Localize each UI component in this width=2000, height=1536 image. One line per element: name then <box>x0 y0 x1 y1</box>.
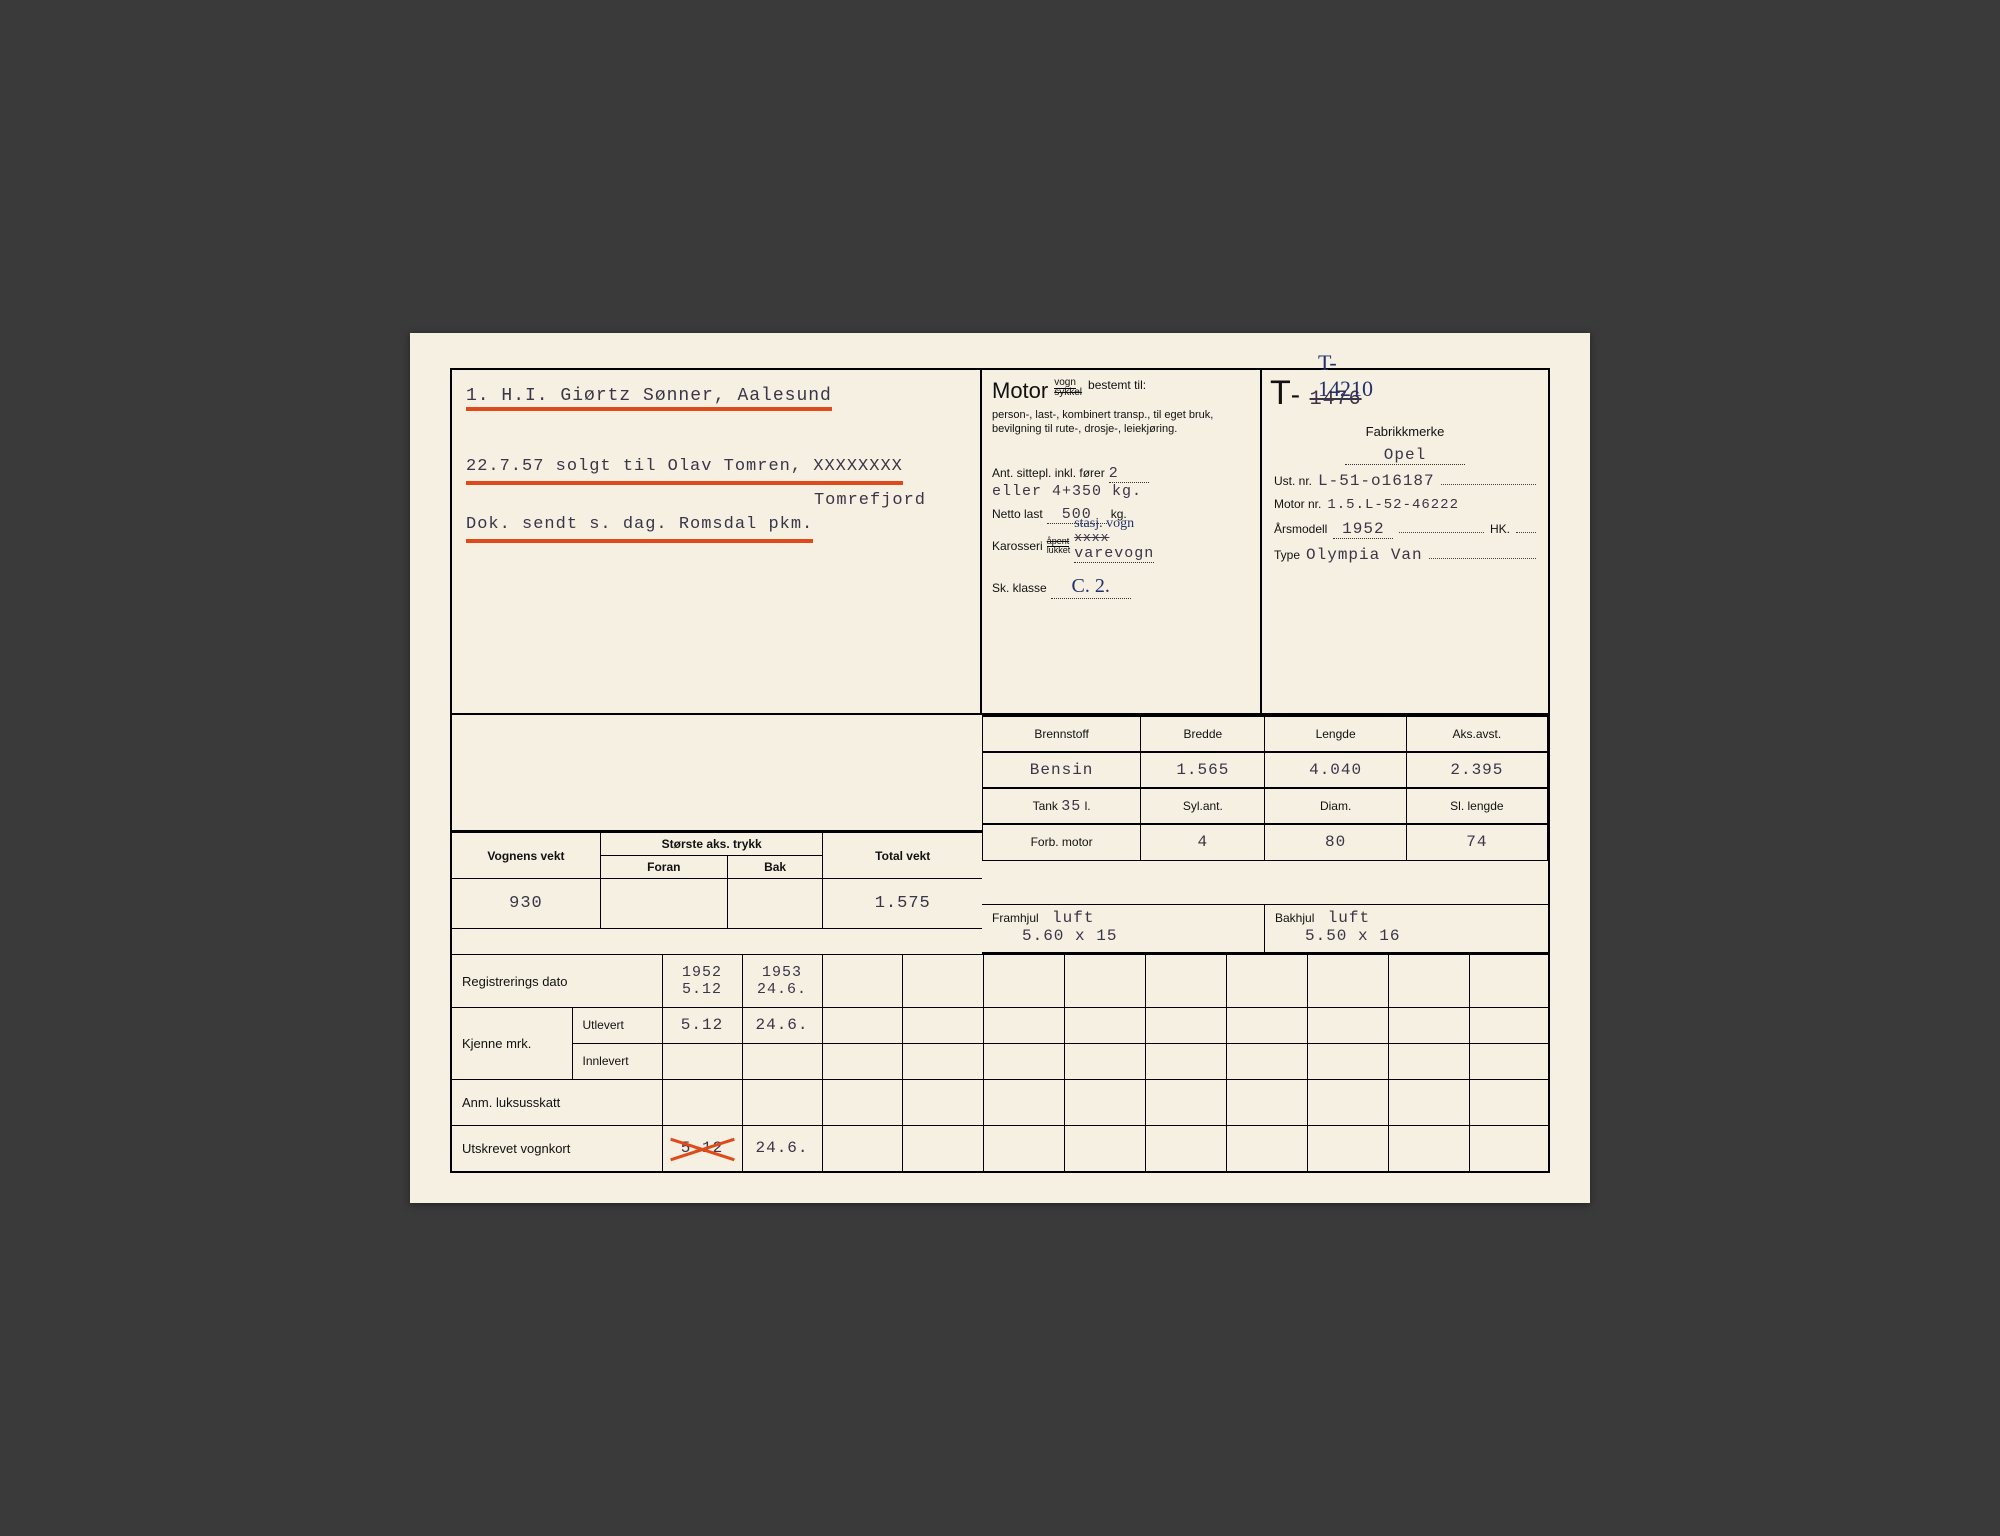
th-sllengde: Sl. lengde <box>1406 788 1547 824</box>
wheel-row: Framhjul luft 5.60 x 15 Bakhjul luft 5.5… <box>982 904 1548 954</box>
sk-label: Sk. klasse <box>992 581 1047 595</box>
owner-section: 1. H.I. Giørtz Sønner, Aalesund 22.7.57 … <box>452 370 982 713</box>
framhjul-type: luft <box>1052 909 1094 927</box>
framhjul-dim: 5.60 x 15 <box>1022 927 1254 945</box>
total-label: Total vekt <box>823 833 982 879</box>
foran-value <box>600 879 727 929</box>
utlevert-label: Utlevert <box>572 1008 662 1044</box>
sittepl-label: Ant. sittepl. inkl. fører <box>992 466 1105 480</box>
th-bredde: Bredde <box>1141 716 1265 752</box>
utlevert-2: 24.6. <box>742 1008 822 1044</box>
karosseri-label: Karosseri <box>992 539 1043 553</box>
owner-line-1: 1. H.I. Giørtz Sønner, Aalesund <box>466 386 832 411</box>
th-brennstoff: Brennstoff <box>983 716 1141 752</box>
ars-label: Årsmodell <box>1274 522 1327 536</box>
kjenne-label: Kjenne mrk. <box>452 1008 572 1079</box>
weight-section: Vognens vekt Største aks. trykk Total ve… <box>452 830 982 929</box>
motornr-value: 1.5.L-52-46222 <box>1327 497 1459 513</box>
owner-line-3: Dok. sendt s. dag. Romsdal pkm. <box>466 513 813 543</box>
bakhjul-dim: 5.50 x 16 <box>1305 927 1538 945</box>
motor-sykkel: sykkel <box>1054 387 1082 398</box>
karosseri-value: varevogn <box>1074 545 1154 563</box>
karosseri-lukket: lukket <box>1047 545 1071 555</box>
v-forbmotor: Forb. motor <box>983 824 1141 860</box>
bak-value <box>727 879 823 929</box>
v-aksavst: 2.395 <box>1406 752 1547 788</box>
bak-label: Bak <box>727 856 823 879</box>
anm-label: Anm. luksusskatt <box>452 1079 662 1125</box>
fab-merke: Opel <box>1345 446 1465 465</box>
plate-dash: - <box>1291 379 1300 410</box>
plate-new: T- 14210 <box>1318 350 1373 402</box>
motor-bestemt: bestemt til: <box>1088 378 1146 392</box>
th-sylant: Syl.ant. <box>1141 788 1265 824</box>
th-aksavst: Aks.avst. <box>1406 716 1547 752</box>
utlevert-1: 5.12 <box>662 1008 742 1044</box>
th-diam: Diam. <box>1265 788 1406 824</box>
owner-line-2: 22.7.57 solgt til Olav Tomren, XXXXXXXX <box>466 455 903 485</box>
v-lengde: 4.040 <box>1265 752 1406 788</box>
reg-y1: 19525.12 <box>662 955 742 1008</box>
innlevert-label: Innlevert <box>572 1043 662 1079</box>
ust-value: L-51-o16187 <box>1318 472 1435 490</box>
owner-line-2b: Tomrefjord <box>466 489 966 514</box>
eller-line: eller 4+350 kg. <box>992 483 1250 500</box>
utskrevet-2: 24.6. <box>742 1125 822 1171</box>
registration-card: 1. H.I. Giørtz Sønner, Aalesund 22.7.57 … <box>410 333 1590 1203</box>
reg-label: Registrerings dato <box>452 955 662 1008</box>
hk-label: HK. <box>1490 522 1510 536</box>
fab-heading: Fabrikkmerke <box>1274 424 1536 439</box>
specs-table: Brennstoff Bredde Lengde Aks.avst. Bensi… <box>982 715 1548 861</box>
ust-label: Ust. nr. <box>1274 474 1312 488</box>
card-border: 1. H.I. Giørtz Sønner, Aalesund 22.7.57 … <box>450 368 1550 1173</box>
ars-value: 1952 <box>1333 520 1393 539</box>
fab-section: T- 1476 T- 14210 Fabrikkmerke Opel Ust. … <box>1262 370 1548 713</box>
motor-uses: person-, last-, kombinert transp., til e… <box>992 408 1250 437</box>
v-diam: 80 <box>1265 824 1406 860</box>
utskrevet-1: 5.12 <box>662 1125 742 1171</box>
storste-label: Største aks. trykk <box>600 833 823 856</box>
v-brennstoff: Bensin <box>983 752 1141 788</box>
type-value: Olympia Van <box>1306 546 1423 564</box>
bottom-section: Registrerings dato 19525.12 195324.6. Kj… <box>452 954 1548 1171</box>
motor-heading: Motor <box>992 378 1048 404</box>
vognens-value: 930 <box>452 879 600 929</box>
karosseri-handwritten: stasj. vogn <box>1074 516 1134 532</box>
netto-label: Netto last <box>992 507 1043 521</box>
motor-section: Motor vogn sykkel bestemt til: person-, … <box>982 370 1262 713</box>
v-sylant: 4 <box>1141 824 1265 860</box>
bakhjul-type: luft <box>1328 909 1370 927</box>
bakhjul-label: Bakhjul <box>1275 911 1314 925</box>
sittepl-value: 2 <box>1109 465 1149 483</box>
th-tank: Tank 35 l. <box>983 788 1141 824</box>
framhjul-label: Framhjul <box>992 911 1039 925</box>
motornr-label: Motor nr. <box>1274 497 1321 511</box>
reg-y2: 195324.6. <box>742 955 822 1008</box>
total-value: 1.575 <box>823 879 982 929</box>
type-label: Type <box>1274 548 1300 562</box>
sk-value: C. 2. <box>1051 575 1131 599</box>
karosseri-xxxx: xxxx <box>1074 530 1109 545</box>
v-sllengde: 74 <box>1406 824 1547 860</box>
th-lengde: Lengde <box>1265 716 1406 752</box>
foran-label: Foran <box>600 856 727 879</box>
plate-letter: T <box>1270 374 1291 412</box>
utskrevet-label: Utskrevet vognkort <box>452 1125 662 1171</box>
plate-block: T- 1476 T- 14210 <box>1270 374 1362 413</box>
vognens-label: Vognens vekt <box>452 833 600 879</box>
v-bredde: 1.565 <box>1141 752 1265 788</box>
